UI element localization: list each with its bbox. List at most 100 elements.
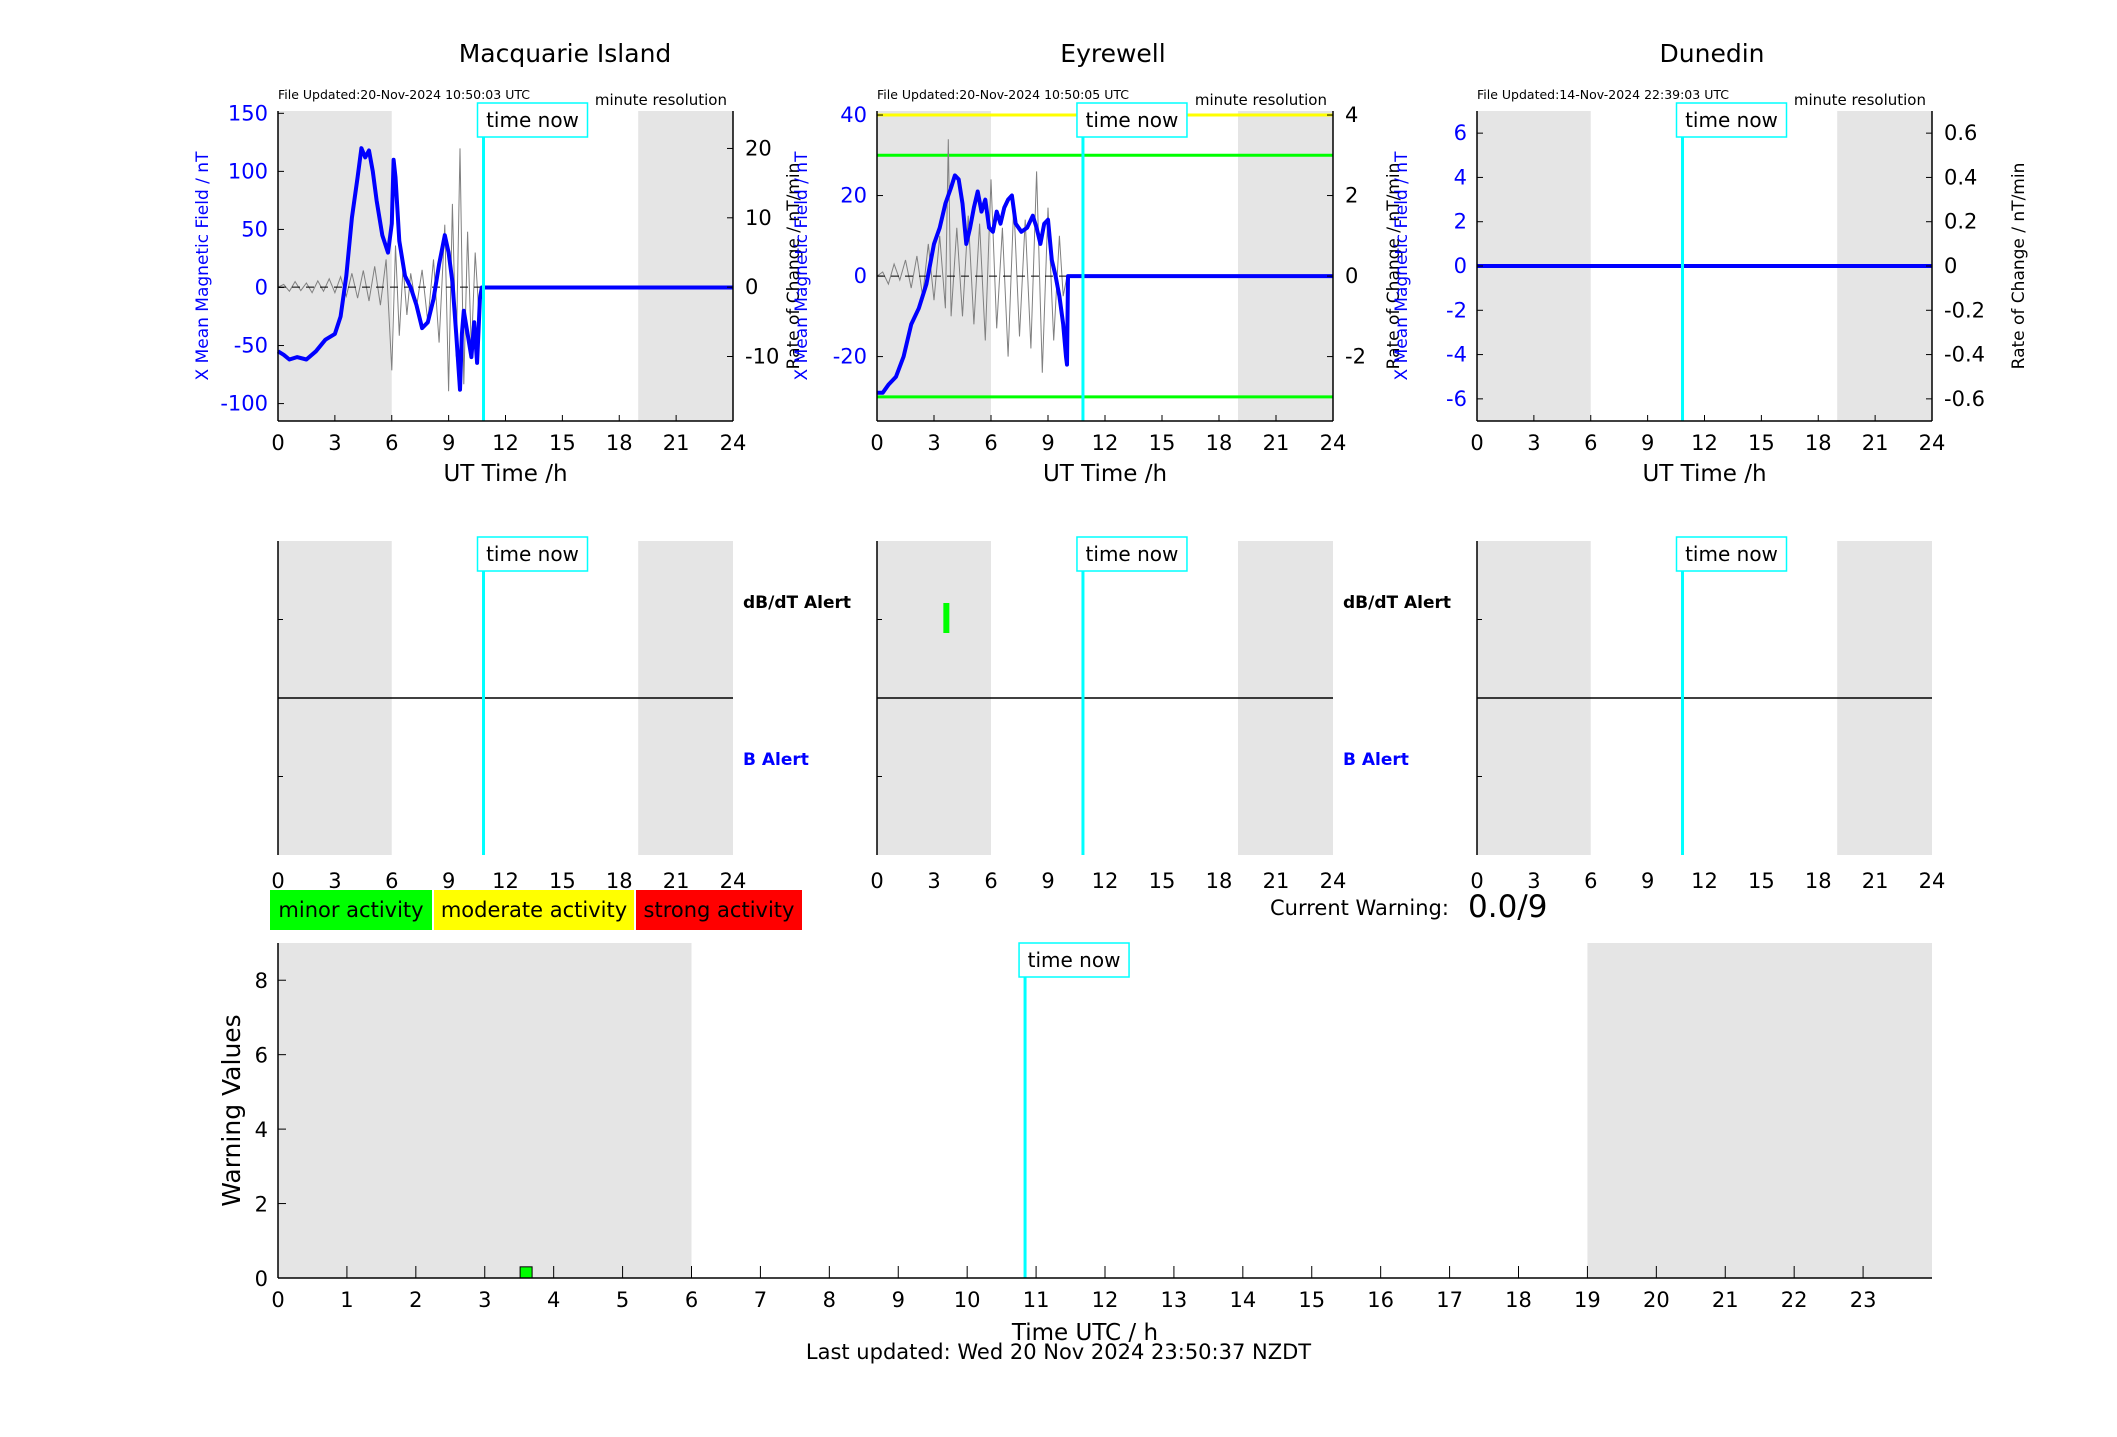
right-tick-label: 4	[1345, 103, 1358, 127]
night-shading	[638, 111, 733, 421]
x-tick-label: 21	[1862, 869, 1889, 893]
x-tick-label: 21	[663, 869, 690, 893]
x-tick-label: 15	[1298, 1288, 1325, 1312]
left-tick-label: -20	[833, 345, 867, 369]
alert-panel-0: time now 0 3 6 9 12 15 18 21 24 dB/dT Alert B Alert	[271, 536, 851, 893]
right-axis-label: Rate of Change / nT/min	[2009, 163, 2029, 370]
night-shading	[278, 943, 692, 1278]
x-tick-label: 24	[1320, 869, 1347, 893]
y-tick-label: 4	[255, 1118, 268, 1142]
right-tick-label: -2	[1345, 345, 1366, 369]
x-tick-label: 15	[1149, 869, 1176, 893]
alert-panel-2: time now 0 3 6 9 12 15 18 21 24	[1470, 536, 1945, 893]
time-now-label: time now	[1028, 948, 1121, 972]
minute-resolution-label: minute resolution	[595, 91, 727, 109]
x-tick-label: 12	[492, 431, 519, 455]
x-tick-label: 15	[1748, 869, 1775, 893]
dbdt-alert-label: dB/dT Alert	[1343, 593, 1451, 613]
left-tick-label: -6	[1446, 387, 1467, 411]
x-tick-label: 19	[1574, 1288, 1601, 1312]
time-now-label: time now	[486, 108, 579, 132]
right-tick-label: -0.2	[1944, 298, 1985, 322]
right-axis-label: Rate of Change / nT/min	[1384, 163, 1404, 370]
right-tick-label: 0.4	[1944, 165, 1977, 189]
left-tick-label: 4	[1454, 165, 1467, 189]
station-title: Dunedin	[1660, 39, 1765, 68]
left-tick-label: -2	[1446, 298, 1467, 322]
file-updated: File Updated:20-Nov-2024 10:50:05 UTC	[877, 87, 1129, 102]
x-tick-label: 12	[1092, 1288, 1119, 1312]
x-tick-label: 3	[1527, 431, 1540, 455]
x-tick-label: 12	[1691, 869, 1718, 893]
left-tick-label: -4	[1446, 343, 1467, 367]
x-tick-label: 0	[1470, 869, 1483, 893]
x-tick-label: 6	[385, 431, 398, 455]
x-tick-label: 8	[823, 1288, 836, 1312]
time-now-label: time now	[1685, 108, 1778, 132]
x-tick-label: 21	[1263, 869, 1290, 893]
dbdt-alert-label: dB/dT Alert	[743, 593, 851, 613]
x-tick-label: 15	[549, 869, 576, 893]
x-tick-label: 18	[1805, 869, 1832, 893]
x-tick-label: 6	[685, 1288, 698, 1312]
x-tick-label: 0	[1470, 431, 1483, 455]
right-tick-label: 0	[1944, 254, 1957, 278]
x-tick-label: 3	[1527, 869, 1540, 893]
y-axis-label: Warning Values	[217, 1014, 246, 1206]
left-tick-label: 0	[1454, 254, 1467, 278]
right-tick-label: 10	[745, 206, 772, 230]
x-tick-label: 12	[492, 869, 519, 893]
x-tick-label: 12	[1092, 431, 1119, 455]
left-tick-label: 6	[1454, 121, 1467, 145]
x-tick-label: 0	[870, 431, 883, 455]
last-updated: Last updated: Wed 20 Nov 2024 23:50:37 N…	[805, 1340, 1312, 1364]
y-tick-label: 2	[255, 1193, 268, 1217]
x-tick-label: 21	[1862, 431, 1889, 455]
x-tick-label: 9	[1641, 869, 1654, 893]
x-tick-label: 0	[271, 869, 284, 893]
x-tick-label: 6	[1584, 869, 1597, 893]
x-tick-label: 21	[663, 431, 690, 455]
x-tick-label: 9	[442, 869, 455, 893]
x-tick-label: 12	[1092, 869, 1119, 893]
y-tick-label: 6	[255, 1044, 268, 1068]
time-now-box	[1675, 536, 1788, 572]
time-now-box	[1076, 536, 1188, 572]
x-tick-label: 18	[1805, 431, 1832, 455]
x-tick-label: 20	[1643, 1288, 1670, 1312]
time-now-label: time now	[1086, 108, 1179, 132]
time-now-label: time now	[1086, 542, 1179, 566]
x-tick-label: 3	[927, 431, 940, 455]
time-now-box	[1076, 102, 1188, 138]
left-tick-label: 2	[1454, 210, 1467, 234]
right-axis-label: Rate of Change / nT/min	[784, 163, 804, 370]
right-tick-label: 20	[745, 136, 772, 160]
x-tick-label: 11	[1023, 1288, 1050, 1312]
x-tick-label: 12	[1691, 431, 1718, 455]
x-tick-label: 23	[1850, 1288, 1877, 1312]
x-axis-label: UT Time /h	[1642, 461, 1766, 487]
time-now-box	[476, 102, 589, 138]
station-panel-0: Macquarie Island time now 0 3 6 9 12 15 18 21 24 UT…	[193, 39, 804, 487]
night-shading	[1238, 111, 1333, 421]
time-now-box	[1675, 102, 1788, 138]
night-shading	[1587, 943, 1932, 1278]
x-tick-label: 14	[1229, 1288, 1256, 1312]
x-tick-label: 24	[720, 431, 747, 455]
warning-bar	[519, 1266, 533, 1279]
legend-minor-swatch	[270, 890, 432, 930]
x-tick-label: 15	[549, 431, 576, 455]
time-now-box	[1018, 942, 1130, 978]
left-tick-label: 150	[228, 101, 268, 125]
x-axis-label: UT Time /h	[1043, 461, 1167, 487]
x-tick-label: 9	[1041, 869, 1054, 893]
left-tick-label: 50	[241, 217, 268, 241]
right-tick-label: 0	[1345, 264, 1358, 288]
left-tick-label: 100	[228, 159, 268, 183]
x-axis-label: Time UTC / h	[1011, 1320, 1158, 1346]
x-tick-label: 18	[1505, 1288, 1532, 1312]
x-tick-label: 15	[1748, 431, 1775, 455]
